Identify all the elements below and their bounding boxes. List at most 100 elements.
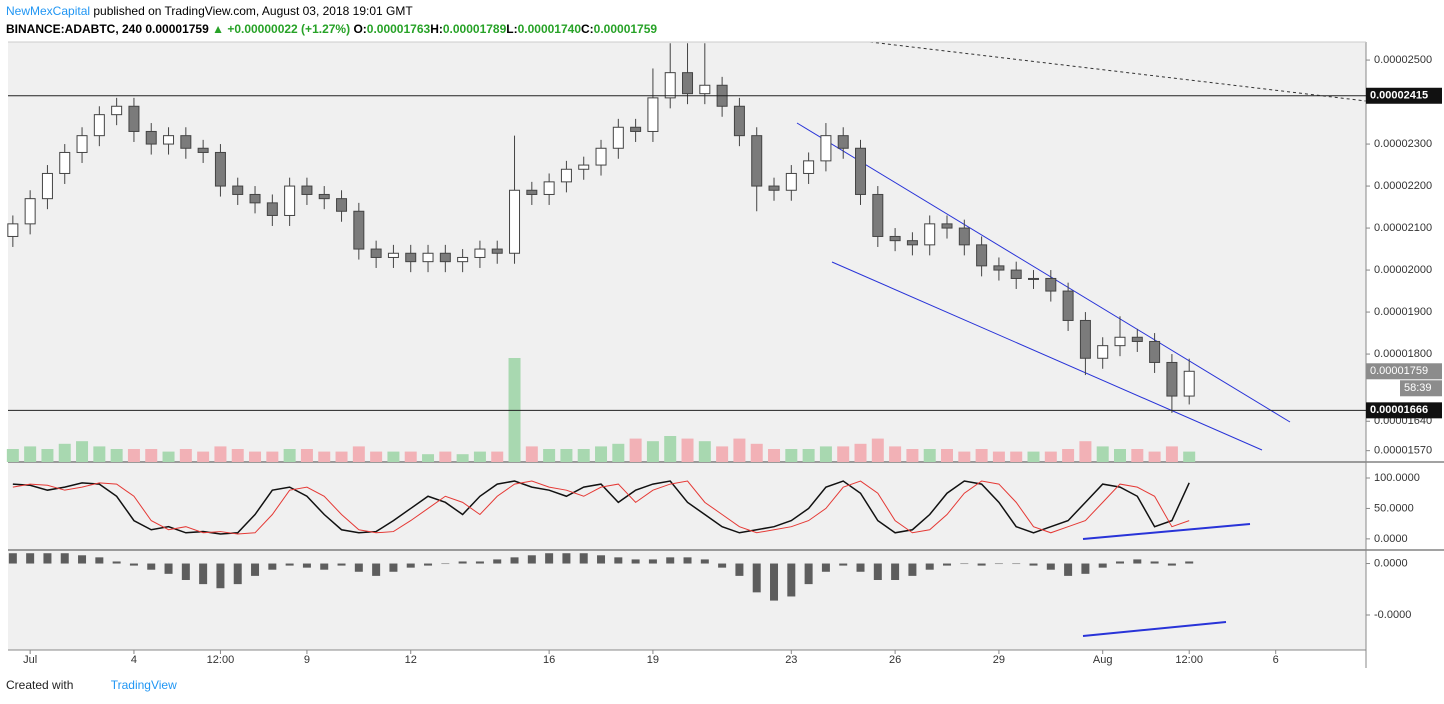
candle-body <box>1183 370 1195 397</box>
candle-body <box>1062 290 1074 321</box>
candle-body <box>682 72 694 95</box>
candle-body <box>526 189 538 195</box>
volume-bar <box>629 438 642 462</box>
author[interactable]: NewMexCapital <box>6 4 91 18</box>
candle-body <box>803 160 815 174</box>
y-tick-label: 0.00001900 <box>1374 306 1432 318</box>
volume-bar <box>1096 446 1109 462</box>
histogram-bar <box>406 563 415 568</box>
brand[interactable]: TradingView <box>110 678 177 692</box>
histogram-bar <box>873 563 882 580</box>
volume-bar <box>941 449 954 462</box>
candle-body <box>370 248 382 258</box>
volume-bar <box>1044 451 1057 462</box>
histogram-bar <box>631 559 640 564</box>
y-tick-label: 0.00002000 <box>1374 264 1432 276</box>
histogram-bar <box>1116 561 1125 564</box>
candle-body <box>457 256 469 263</box>
y-tick-label: 0.0000 <box>1374 557 1408 569</box>
candle-body <box>1079 319 1091 359</box>
histogram-bar <box>8 553 17 564</box>
volume-bar <box>750 443 763 462</box>
histogram-bar <box>545 553 554 564</box>
volume-bar <box>595 446 608 462</box>
last-price: 0.00001759 <box>1370 365 1428 377</box>
ohlc-key: L: <box>506 22 518 36</box>
histogram-bar <box>112 561 121 564</box>
volume-bar <box>1148 451 1161 462</box>
divergence-line <box>1082 621 1227 637</box>
candle-body <box>1097 345 1109 359</box>
volume-bar <box>871 438 884 462</box>
histogram-bar <box>891 563 900 580</box>
volume-bar <box>612 443 625 462</box>
ohlc-value: 0.00001740 <box>517 22 581 36</box>
candle-body <box>647 97 659 132</box>
histogram-bar <box>1133 559 1142 564</box>
histogram-bar <box>1098 563 1107 568</box>
price-label-bg <box>1366 402 1442 419</box>
candle-body <box>284 185 296 216</box>
x-tick-label: 16 <box>543 654 555 666</box>
candle-body <box>664 72 676 99</box>
candle-body <box>889 235 901 242</box>
volume-bar <box>439 451 452 462</box>
histogram-bar <box>1012 563 1021 565</box>
histogram-bar <box>700 559 709 564</box>
candle-body <box>941 223 953 229</box>
volume-bar <box>473 451 486 462</box>
volume-bar <box>854 443 867 462</box>
volume-bar <box>543 449 556 462</box>
candle-body <box>1131 336 1143 342</box>
histogram-bar <box>129 563 138 566</box>
candle-body <box>1149 340 1161 363</box>
x-tick-label: 4 <box>131 654 137 666</box>
candle-body <box>543 181 555 195</box>
last-price-bg <box>1366 363 1442 380</box>
candle-body <box>405 252 417 263</box>
volume-bar <box>335 451 348 462</box>
volume-bar <box>1062 449 1075 462</box>
volume-bar <box>318 451 331 462</box>
candle-body <box>612 126 624 149</box>
candle-body <box>1166 361 1178 397</box>
histogram-bar <box>994 563 1003 565</box>
histogram-bar <box>78 555 87 564</box>
candle-body <box>249 193 261 204</box>
histogram-bar <box>770 563 779 601</box>
candle-body <box>906 240 918 246</box>
y-tick-label: 0.00002100 <box>1374 222 1432 234</box>
candle-body <box>1114 336 1126 347</box>
volume-bar <box>6 449 19 462</box>
candle-body <box>128 105 140 132</box>
volume-bar <box>889 446 902 462</box>
volume-bar <box>456 454 469 462</box>
volume-bar <box>76 441 89 462</box>
candle-body <box>509 189 521 254</box>
candle-body <box>111 105 123 116</box>
volume-bar <box>664 436 677 462</box>
histogram-bar <box>233 563 242 585</box>
histogram-bar <box>372 563 381 576</box>
candle-body <box>976 244 988 267</box>
candle-body <box>699 84 711 95</box>
histogram-bar <box>804 563 813 585</box>
candle-body <box>76 135 88 153</box>
volume-bar <box>127 449 140 462</box>
candle-body <box>837 135 849 149</box>
volume-bar <box>1027 451 1040 462</box>
volume-bar <box>906 449 919 462</box>
candle-body <box>993 265 1005 271</box>
histogram-bar <box>752 563 761 593</box>
volume-bar <box>681 438 694 462</box>
x-tick-label: 26 <box>889 654 901 666</box>
histogram-bar <box>475 561 484 564</box>
histogram-bar <box>960 563 969 565</box>
countdown: 58:39 <box>1404 382 1432 394</box>
volume-bar <box>958 451 971 462</box>
volume-bar <box>1114 449 1127 462</box>
candle-body <box>353 210 365 250</box>
volume-bar <box>716 446 729 462</box>
